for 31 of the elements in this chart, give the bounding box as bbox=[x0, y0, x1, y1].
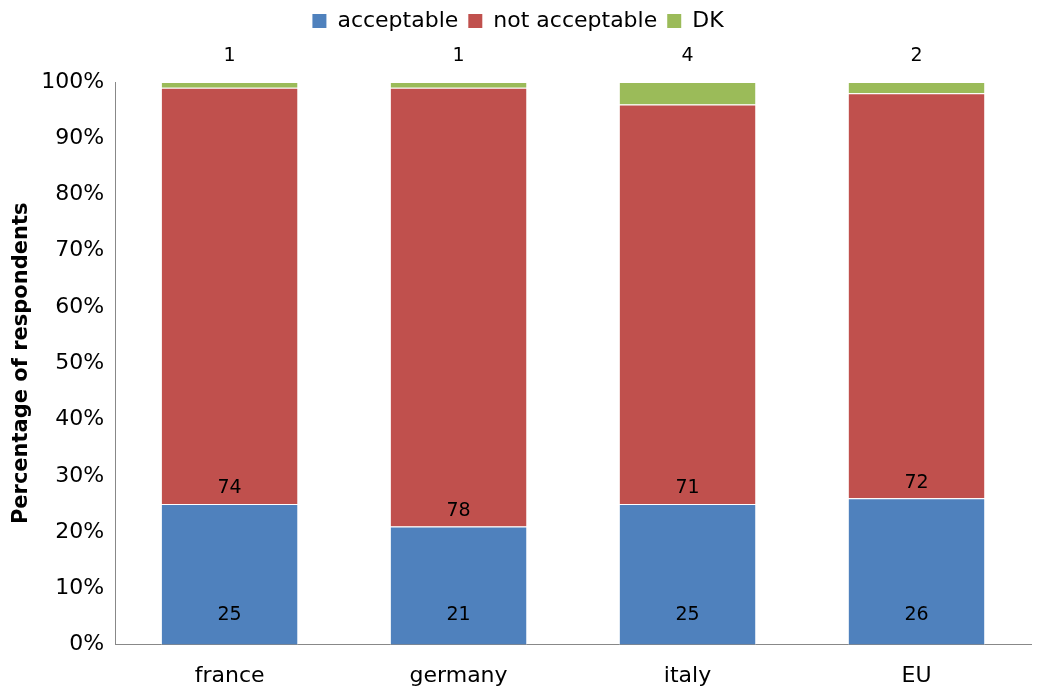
data-label: 71 bbox=[675, 475, 700, 498]
data-label: 4 bbox=[681, 43, 694, 66]
y-tick-label: 70% bbox=[55, 236, 105, 262]
y-tick-label: 20% bbox=[55, 517, 105, 543]
legend-label: acceptable bbox=[337, 6, 459, 32]
data-label: 1 bbox=[452, 43, 465, 66]
data-label: 26 bbox=[904, 601, 929, 624]
data-label: 2 bbox=[910, 43, 923, 66]
data-label: 78 bbox=[446, 497, 471, 520]
y-tick-label: 90% bbox=[55, 123, 105, 149]
y-tick-label: 50% bbox=[55, 349, 105, 375]
data-label: 1 bbox=[223, 43, 236, 66]
y-axis-title: Percentage of respondents bbox=[8, 202, 33, 525]
data-label: 72 bbox=[904, 469, 929, 492]
x-tick-label: italy bbox=[663, 661, 712, 687]
data-label: 25 bbox=[675, 601, 700, 624]
x-tick-label: france bbox=[194, 661, 265, 687]
data-label: 25 bbox=[217, 601, 242, 624]
y-tick-label: 40% bbox=[55, 405, 105, 431]
x-tick-label: germany bbox=[409, 661, 508, 687]
legend-label: DK bbox=[692, 6, 725, 32]
x-tick-label: EU bbox=[901, 661, 932, 687]
y-tick-label: 80% bbox=[55, 180, 105, 206]
data-label: 21 bbox=[446, 601, 471, 624]
y-tick-label: 30% bbox=[55, 461, 105, 487]
y-tick-label: 100% bbox=[41, 67, 105, 93]
y-tick-label: 0% bbox=[69, 630, 105, 656]
data-label: 74 bbox=[217, 475, 242, 498]
legend-label: not acceptable bbox=[493, 6, 658, 32]
y-tick-label: 10% bbox=[55, 574, 105, 600]
y-tick-label: 60% bbox=[55, 292, 105, 318]
